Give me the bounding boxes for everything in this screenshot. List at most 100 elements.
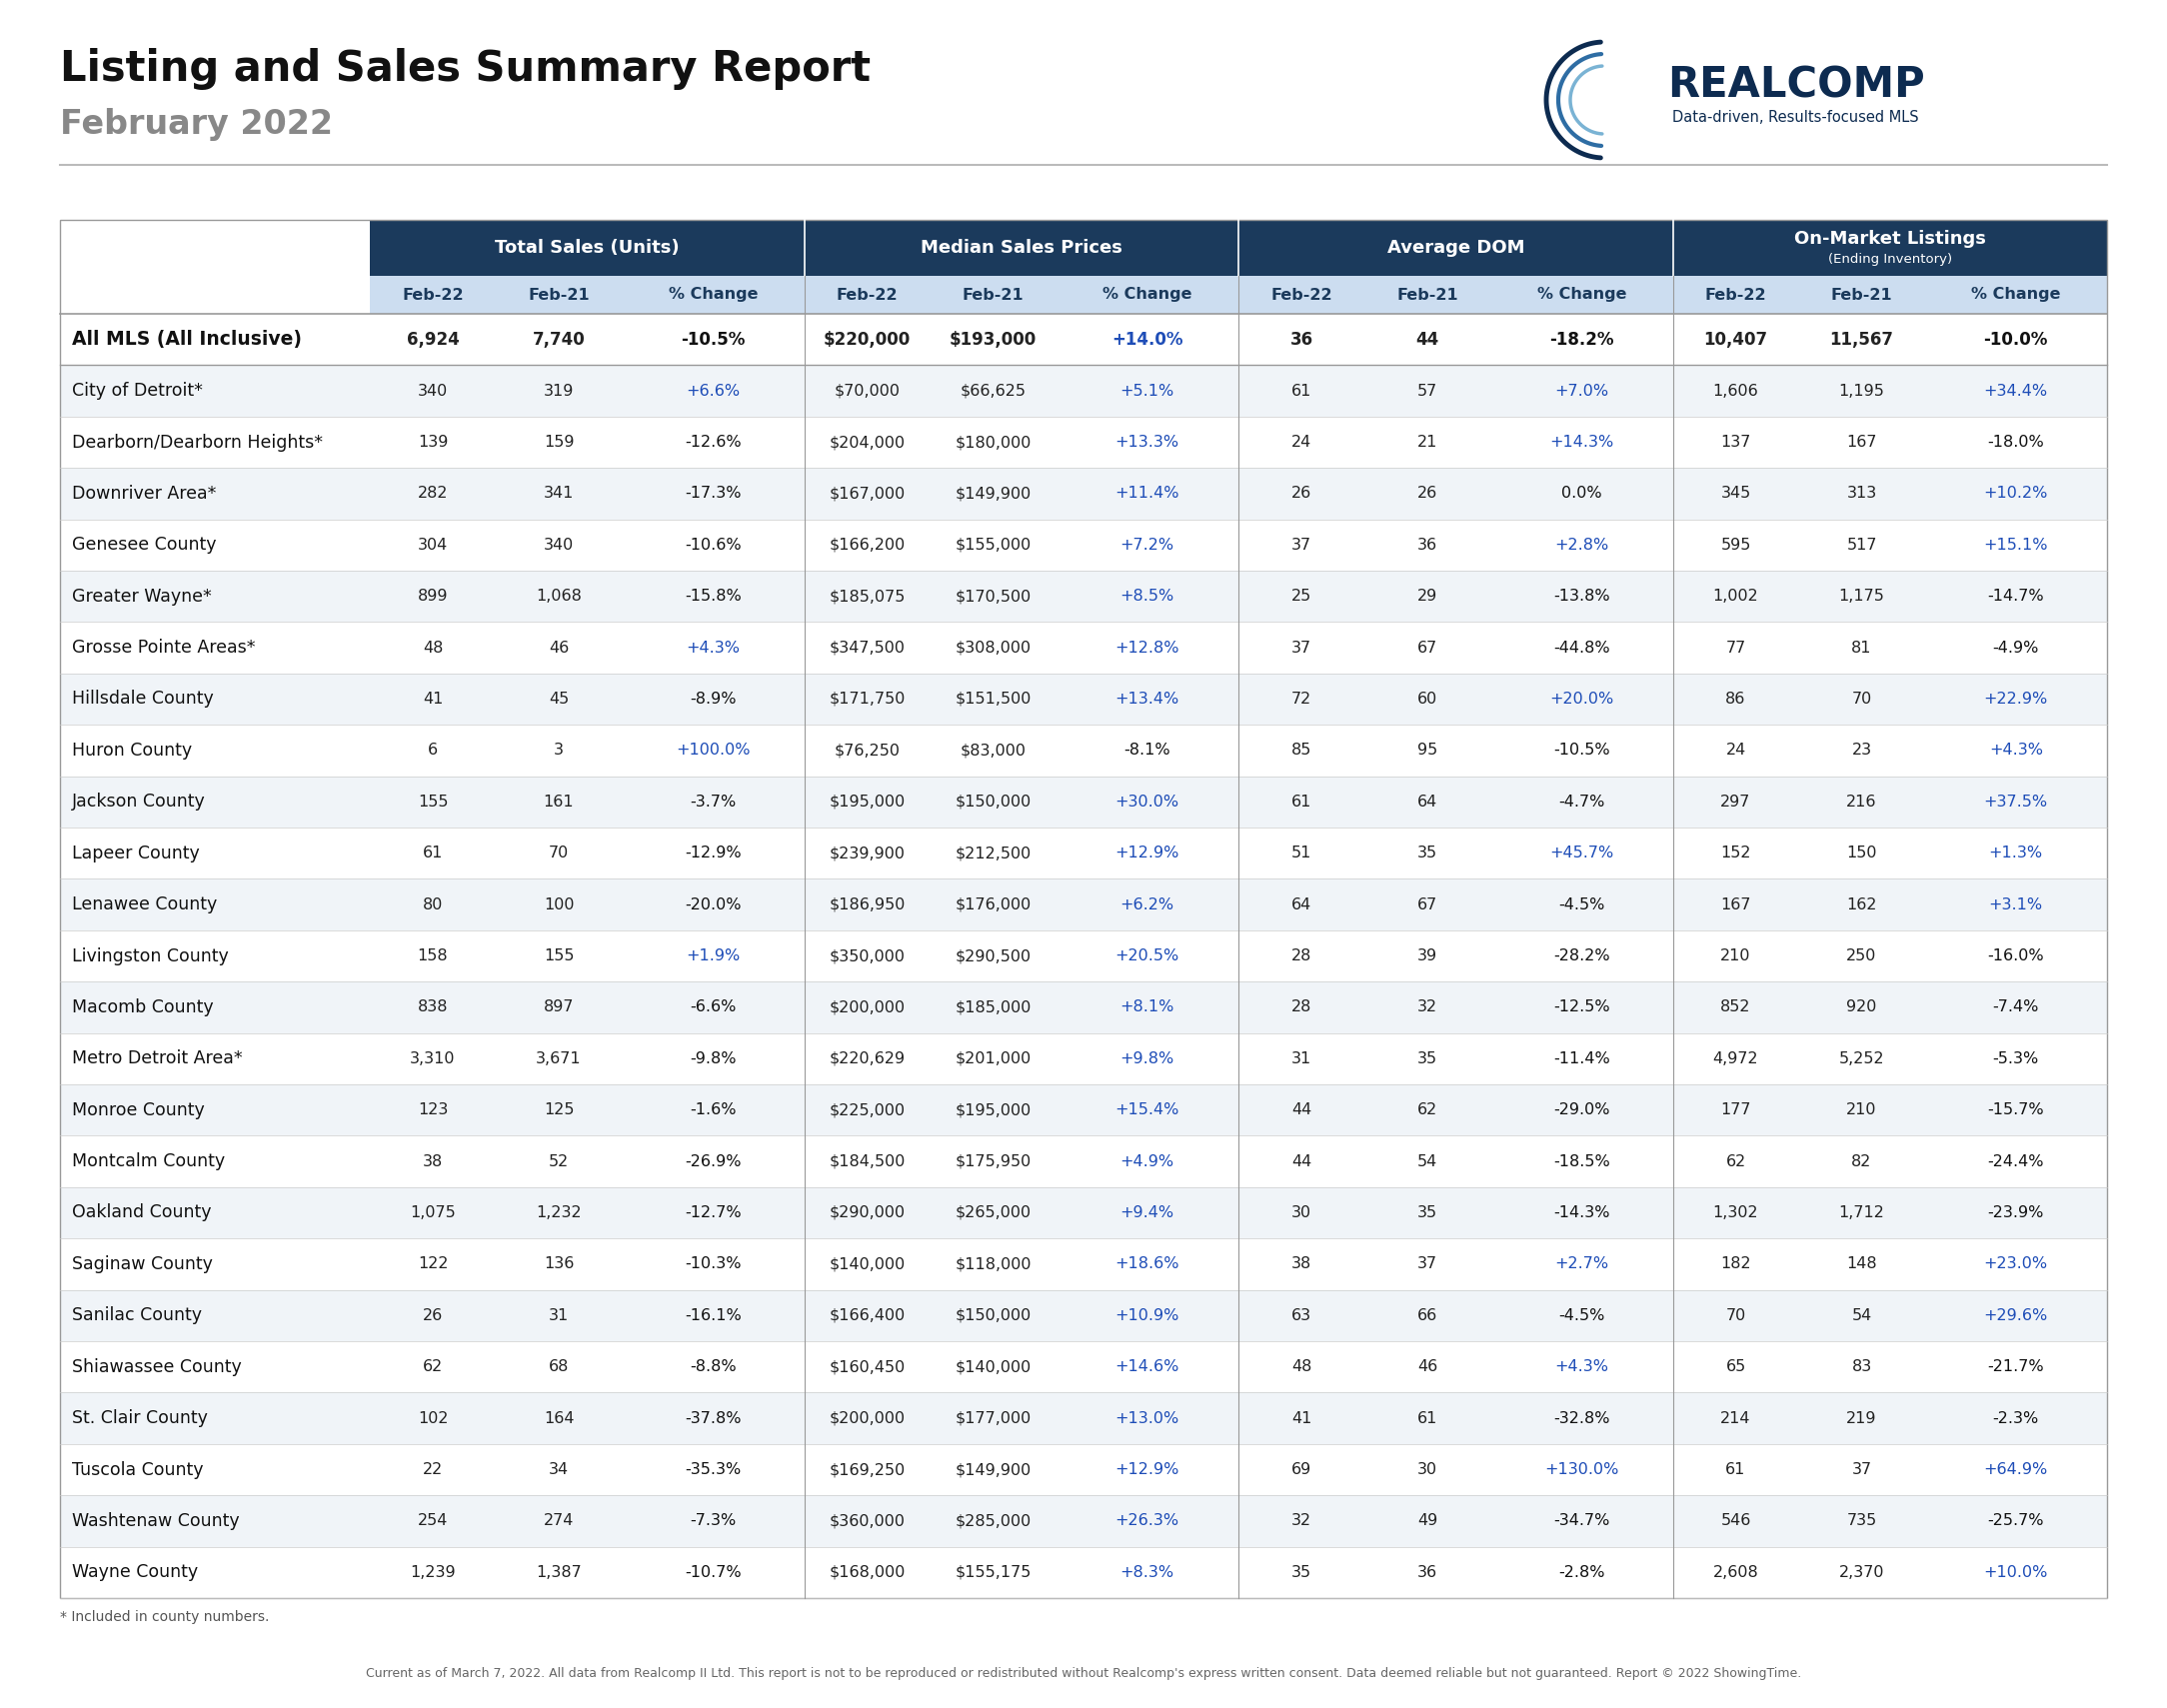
- Text: -10.5%: -10.5%: [1554, 743, 1610, 758]
- Text: +5.1%: +5.1%: [1120, 383, 1175, 398]
- Text: (Ending Inventory): (Ending Inventory): [1827, 253, 1952, 265]
- Text: 1,232: 1,232: [535, 1206, 581, 1220]
- Text: $118,000: $118,000: [956, 1257, 1031, 1272]
- Text: +37.5%: +37.5%: [1983, 794, 2048, 810]
- Text: 35: 35: [1292, 1565, 1311, 1580]
- Text: +9.4%: +9.4%: [1120, 1206, 1175, 1220]
- Text: Wayne County: Wayne County: [72, 1563, 197, 1582]
- Bar: [61, 220, 2106, 1599]
- Text: 304: 304: [418, 538, 449, 552]
- Text: +7.0%: +7.0%: [1554, 383, 1608, 398]
- Text: 148: 148: [1846, 1257, 1877, 1272]
- Text: Dearborn/Dearborn Heights*: Dearborn/Dearborn Heights*: [72, 434, 323, 451]
- Text: +2.7%: +2.7%: [1554, 1257, 1608, 1272]
- Text: Total Sales (Units): Total Sales (Units): [494, 239, 678, 256]
- Text: 155: 155: [418, 794, 449, 810]
- Text: Shiawassee County: Shiawassee County: [72, 1358, 243, 1377]
- Text: 21: 21: [1417, 436, 1437, 449]
- Text: -23.9%: -23.9%: [1987, 1206, 2043, 1220]
- Text: 125: 125: [544, 1103, 574, 1117]
- Text: City of Detroit*: City of Detroit*: [72, 383, 204, 400]
- Text: $225,000: $225,000: [830, 1103, 906, 1117]
- Text: 24: 24: [1725, 743, 1747, 758]
- Text: +2.8%: +2.8%: [1554, 538, 1608, 552]
- Text: Montcalm County: Montcalm County: [72, 1153, 225, 1170]
- Text: $200,000: $200,000: [830, 1411, 906, 1426]
- Text: 37: 37: [1292, 640, 1311, 656]
- Text: 57: 57: [1417, 383, 1437, 398]
- Text: -10.6%: -10.6%: [685, 538, 741, 552]
- Text: Feb-22: Feb-22: [403, 287, 464, 302]
- Text: +1.9%: +1.9%: [685, 948, 741, 963]
- Text: +22.9%: +22.9%: [1983, 692, 2048, 707]
- Text: 177: 177: [1721, 1103, 1751, 1117]
- Text: 22: 22: [423, 1462, 442, 1477]
- Text: $177,000: $177,000: [956, 1411, 1031, 1426]
- Text: 897: 897: [544, 999, 574, 1015]
- Text: 158: 158: [418, 948, 449, 963]
- Text: -29.0%: -29.0%: [1554, 1103, 1610, 1117]
- Text: 44: 44: [1415, 331, 1439, 348]
- Text: 102: 102: [418, 1411, 449, 1426]
- Text: Lapeer County: Lapeer County: [72, 844, 199, 863]
- Text: 44: 44: [1292, 1103, 1311, 1117]
- Text: 340: 340: [544, 538, 574, 552]
- Bar: [61, 519, 2106, 570]
- Text: -18.5%: -18.5%: [1554, 1155, 1610, 1168]
- Text: $185,075: $185,075: [830, 589, 906, 605]
- Text: 546: 546: [1721, 1513, 1751, 1529]
- Text: -21.7%: -21.7%: [1987, 1360, 2043, 1375]
- Text: 23: 23: [1851, 743, 1872, 758]
- Text: -10.5%: -10.5%: [680, 331, 745, 348]
- Bar: [61, 622, 2106, 673]
- Text: -14.7%: -14.7%: [1987, 589, 2043, 605]
- Text: Feb-21: Feb-21: [962, 287, 1023, 302]
- Text: 10,407: 10,407: [1703, 331, 1768, 348]
- Text: 61: 61: [1292, 794, 1311, 810]
- Text: -12.5%: -12.5%: [1554, 999, 1610, 1015]
- Text: -16.0%: -16.0%: [1987, 948, 2043, 963]
- Text: 11,567: 11,567: [1829, 331, 1894, 348]
- Bar: [61, 314, 2106, 366]
- Bar: [61, 1290, 2106, 1341]
- Bar: [61, 931, 2106, 982]
- Text: 214: 214: [1721, 1411, 1751, 1426]
- Text: % Change: % Change: [667, 287, 758, 302]
- Text: Livingston County: Livingston County: [72, 946, 230, 965]
- Text: 77: 77: [1725, 640, 1747, 656]
- Text: Feb-22: Feb-22: [1705, 287, 1766, 302]
- Text: -14.3%: -14.3%: [1554, 1206, 1610, 1220]
- Text: -7.4%: -7.4%: [1994, 999, 2039, 1015]
- Text: 95: 95: [1417, 743, 1437, 758]
- Text: 7,740: 7,740: [533, 331, 585, 348]
- Text: -16.1%: -16.1%: [685, 1308, 741, 1324]
- Text: +29.6%: +29.6%: [1983, 1308, 2048, 1324]
- Text: -35.3%: -35.3%: [685, 1462, 741, 1477]
- Bar: [61, 366, 2106, 417]
- Text: 313: 313: [1846, 487, 1877, 500]
- Bar: [371, 275, 2106, 314]
- Text: 62: 62: [423, 1360, 442, 1375]
- Text: $195,000: $195,000: [956, 1103, 1031, 1117]
- Text: 32: 32: [1417, 999, 1437, 1015]
- Text: 899: 899: [418, 589, 449, 605]
- Text: 1,068: 1,068: [535, 589, 581, 605]
- Text: -2.8%: -2.8%: [1558, 1565, 1606, 1580]
- Text: 920: 920: [1846, 999, 1877, 1015]
- Text: -10.3%: -10.3%: [685, 1257, 741, 1272]
- Text: +100.0%: +100.0%: [676, 743, 750, 758]
- Text: -5.3%: -5.3%: [1994, 1050, 2039, 1066]
- Text: +4.3%: +4.3%: [1989, 743, 2043, 758]
- Text: -12.7%: -12.7%: [685, 1206, 741, 1220]
- Text: 3,310: 3,310: [410, 1050, 455, 1066]
- Text: $193,000: $193,000: [949, 331, 1036, 348]
- Bar: [61, 1187, 2106, 1238]
- Text: -9.8%: -9.8%: [689, 1050, 737, 1066]
- Text: +26.3%: +26.3%: [1116, 1513, 1179, 1529]
- Text: 62: 62: [1417, 1103, 1437, 1117]
- Text: -20.0%: -20.0%: [685, 897, 741, 912]
- Text: 838: 838: [418, 999, 449, 1015]
- Text: -10.0%: -10.0%: [1983, 331, 2048, 348]
- Text: 2,370: 2,370: [1840, 1565, 1885, 1580]
- Bar: [61, 1085, 2106, 1136]
